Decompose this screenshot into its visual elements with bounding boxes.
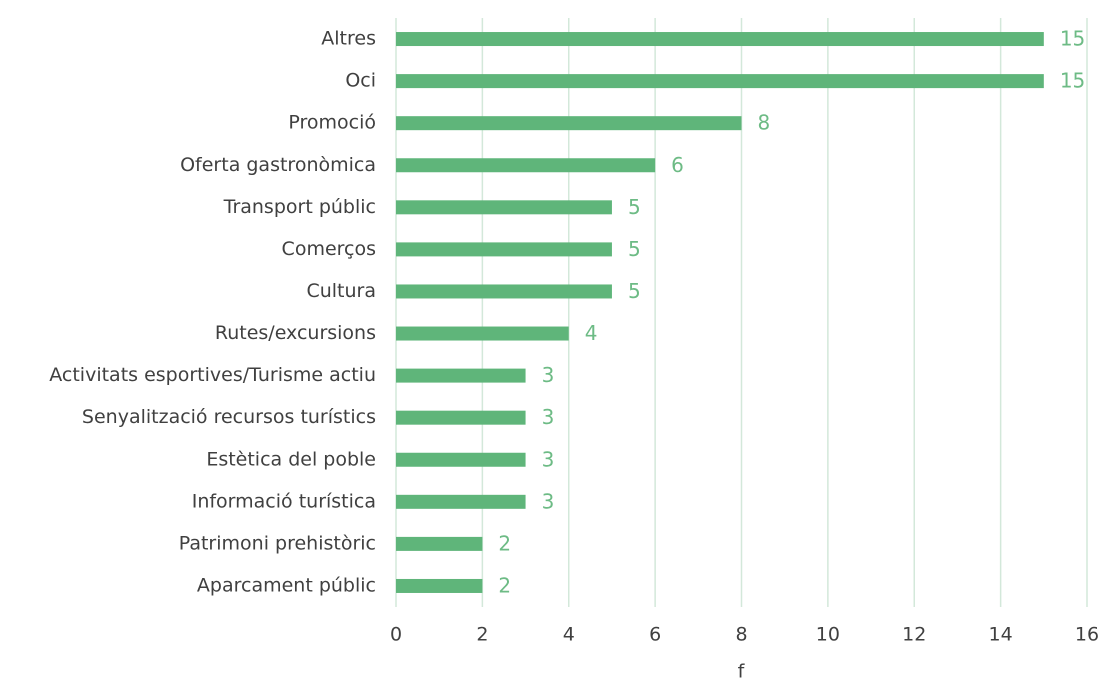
value-label: 3 — [542, 405, 555, 429]
bar — [396, 74, 1044, 89]
bar — [396, 536, 483, 551]
value-label: 15 — [1060, 27, 1085, 51]
bar — [396, 116, 742, 131]
x-tick-label: 8 — [735, 624, 747, 646]
value-label: 5 — [628, 195, 641, 219]
bar — [396, 200, 612, 215]
y-tick-label: Promoció — [288, 112, 376, 134]
bar — [396, 242, 612, 257]
value-label: 2 — [498, 573, 511, 597]
value-label: 6 — [671, 153, 684, 177]
y-tick-label: Rutes/excursions — [215, 322, 376, 344]
y-tick-label: Aparcament públic — [197, 574, 376, 596]
value-label: 5 — [628, 279, 641, 303]
value-label: 3 — [542, 489, 555, 513]
value-label: 3 — [542, 447, 555, 471]
x-tick-label: 12 — [902, 624, 926, 646]
x-axis-label: f — [738, 661, 746, 679]
x-tick-label: 6 — [649, 624, 661, 646]
y-tick-label: Patrimoni prehistòric — [179, 532, 376, 554]
bar — [396, 494, 526, 509]
y-tick-label: Activitats esportives/Turisme actiu — [49, 364, 376, 386]
x-tick-label: 2 — [476, 624, 488, 646]
bar — [396, 410, 526, 425]
bar — [396, 368, 526, 383]
bar — [396, 578, 483, 593]
y-tick-label: Altres — [321, 28, 376, 50]
value-label: 4 — [585, 321, 598, 345]
x-tick-label: 4 — [563, 624, 575, 646]
y-tick-label: Transport públic — [223, 196, 376, 218]
bar — [396, 284, 612, 299]
value-label: 5 — [628, 237, 641, 261]
bar — [396, 32, 1044, 47]
y-tick-label: Oci — [345, 70, 376, 92]
y-tick-label: Senyalització recursos turístics — [82, 406, 376, 428]
x-tick-label: 14 — [989, 624, 1013, 646]
y-tick-label: Estètica del poble — [206, 448, 376, 470]
y-tick-label: Informació turística — [192, 490, 376, 512]
bar — [396, 158, 656, 173]
y-tick-label: Oferta gastronòmica — [180, 154, 376, 176]
x-tick-label: 0 — [390, 624, 402, 646]
x-tick-label: 16 — [1075, 624, 1099, 646]
value-label: 8 — [758, 111, 771, 135]
value-label: 15 — [1060, 69, 1085, 93]
bar — [396, 452, 526, 467]
x-tick-label: 10 — [816, 624, 840, 646]
value-label: 2 — [498, 531, 511, 555]
value-label: 3 — [542, 363, 555, 387]
bar — [396, 326, 569, 341]
y-tick-label: Cultura — [306, 280, 376, 302]
y-tick-label: Comerços — [282, 238, 376, 260]
